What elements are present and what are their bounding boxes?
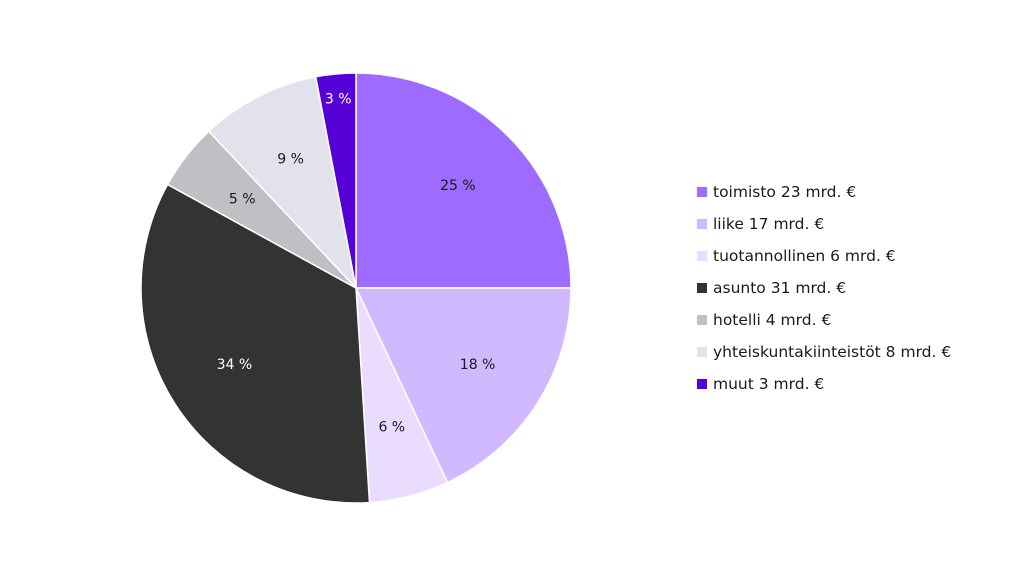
legend-swatch: [697, 251, 707, 261]
pie-slice-label: 25 %: [440, 178, 476, 194]
legend-item: asunto 31 mrd. €: [697, 272, 951, 304]
legend-label: toimisto 23 mrd. €: [713, 183, 857, 201]
pie-slice-label: 18 %: [460, 357, 496, 373]
pie-slice-label: 6 %: [378, 420, 405, 436]
pie-slice: [355, 72, 572, 289]
legend-swatch: [697, 315, 707, 325]
legend-item: muut 3 mrd. €: [697, 368, 951, 400]
legend-label: yhteiskuntakiinteistöt 8 mrd. €: [713, 343, 952, 361]
legend-swatch: [697, 187, 707, 197]
pie-slices: [140, 72, 572, 504]
pie-slice: [314, 72, 357, 289]
legend-label: asunto 31 mrd. €: [713, 279, 847, 297]
legend-label: muut 3 mrd. €: [713, 375, 825, 393]
pie-slice: [354, 287, 572, 484]
legend-item: liike 17 mrd. €: [697, 208, 951, 240]
legend-item: hotelli 4 mrd. €: [697, 304, 951, 336]
legend-item: tuotannollinen 6 mrd. €: [697, 240, 951, 272]
pie-slice-labels: 25 % 18 % 6 % 34 % 5 % 9 % 3 %: [217, 92, 496, 436]
legend-swatch: [697, 219, 707, 229]
pie-slice-label: 34 %: [217, 357, 253, 373]
chart-legend: toimisto 23 mrd. € liike 17 mrd. € tuotann…: [697, 176, 951, 400]
legend-item: toimisto 23 mrd. €: [697, 176, 951, 208]
legend-label: liike 17 mrd. €: [713, 215, 825, 233]
legend-label: hotelli 4 mrd. €: [713, 311, 832, 329]
pie-slice: [207, 75, 358, 291]
pie-slice-label: 3 %: [325, 92, 352, 108]
legend-swatch: [697, 347, 707, 357]
legend-swatch: [697, 283, 707, 293]
legend-swatch: [697, 379, 707, 389]
pie-slice-label: 9 %: [277, 152, 304, 168]
legend-item: yhteiskuntakiinteistöt 8 mrd. €: [697, 336, 951, 368]
legend-label: tuotannollinen 6 mrd. €: [713, 247, 896, 265]
pie-slice-label: 5 %: [229, 192, 256, 208]
